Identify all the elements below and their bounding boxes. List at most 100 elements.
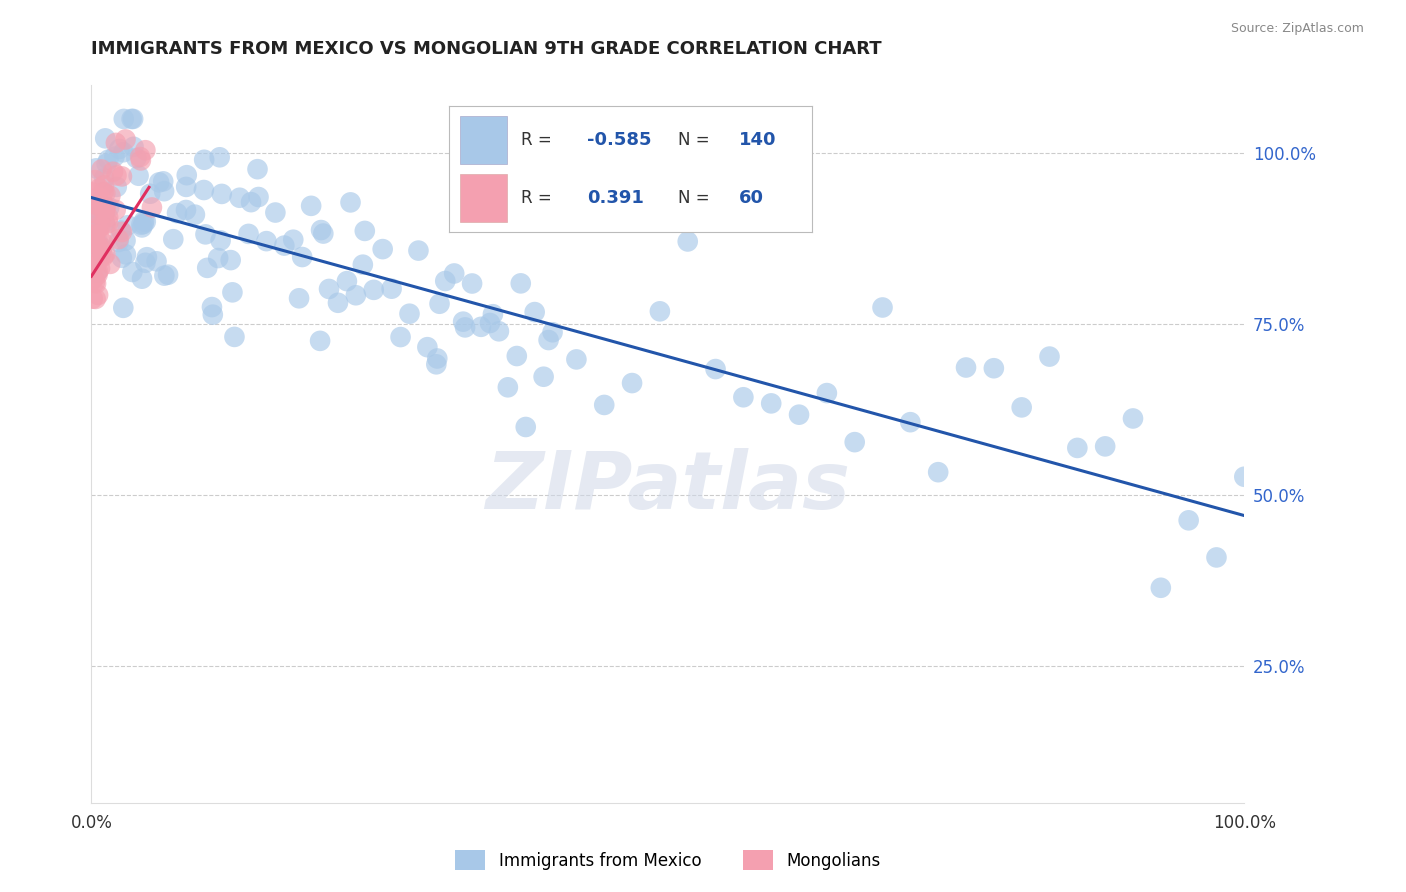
- Point: [82, 235, 104, 249]
- Point: [89, 261, 111, 276]
- Point: [86, 266, 108, 280]
- Point: [496, 380, 519, 394]
- Point: [240, 195, 263, 210]
- Point: [111, 225, 134, 239]
- Point: [451, 315, 474, 329]
- Point: [87, 223, 110, 237]
- Point: [104, 136, 127, 150]
- Point: [761, 396, 783, 410]
- Point: [1066, 441, 1088, 455]
- Point: [94, 247, 117, 261]
- Point: [488, 324, 510, 338]
- Point: [291, 250, 314, 264]
- Point: [98, 201, 121, 215]
- Point: [157, 268, 180, 282]
- Point: [134, 143, 156, 157]
- Point: [87, 200, 110, 214]
- Point: [135, 214, 157, 228]
- Point: [125, 151, 148, 165]
- Point: [97, 211, 120, 225]
- Point: [174, 202, 197, 217]
- Point: [87, 227, 110, 242]
- Point: [523, 305, 546, 319]
- Point: [84, 161, 107, 176]
- Point: [83, 271, 105, 285]
- Point: [131, 220, 153, 235]
- Point: [129, 153, 152, 168]
- Point: [112, 145, 135, 160]
- Point: [648, 304, 671, 318]
- Point: [336, 274, 359, 288]
- Point: [482, 307, 505, 321]
- Point: [93, 171, 115, 186]
- Point: [184, 208, 207, 222]
- Point: [145, 254, 167, 268]
- Point: [506, 349, 529, 363]
- Point: [429, 297, 451, 311]
- Point: [381, 282, 404, 296]
- Point: [97, 216, 120, 230]
- Point: [353, 224, 375, 238]
- Point: [87, 288, 110, 302]
- Point: [371, 242, 394, 256]
- Point: [166, 206, 188, 220]
- Point: [209, 234, 232, 248]
- Point: [90, 162, 112, 177]
- Point: [103, 150, 125, 164]
- Point: [97, 153, 120, 167]
- Point: [86, 268, 108, 282]
- Point: [1122, 411, 1144, 425]
- Point: [89, 239, 111, 253]
- Point: [135, 250, 157, 264]
- Point: [84, 203, 107, 218]
- Point: [224, 330, 246, 344]
- Point: [425, 357, 447, 371]
- Point: [1094, 439, 1116, 453]
- Point: [676, 235, 699, 249]
- Point: [352, 258, 374, 272]
- Point: [89, 181, 111, 195]
- Point: [1233, 469, 1256, 483]
- Point: [153, 184, 176, 198]
- Point: [194, 227, 217, 242]
- Point: [110, 223, 132, 237]
- Point: [115, 247, 138, 261]
- Point: [82, 292, 104, 306]
- Point: [704, 362, 727, 376]
- Point: [93, 185, 115, 199]
- Point: [221, 285, 243, 300]
- Point: [443, 267, 465, 281]
- Point: [256, 234, 278, 248]
- Point: [288, 291, 311, 305]
- Point: [80, 274, 103, 288]
- Point: [815, 386, 838, 401]
- Point: [128, 169, 150, 183]
- Point: [122, 140, 145, 154]
- Point: [87, 240, 110, 254]
- Point: [927, 465, 949, 479]
- Point: [84, 277, 107, 291]
- Point: [416, 340, 439, 354]
- Text: IMMIGRANTS FROM MEXICO VS MONGOLIAN 9TH GRADE CORRELATION CHART: IMMIGRANTS FROM MEXICO VS MONGOLIAN 9TH …: [91, 40, 882, 58]
- Point: [309, 223, 332, 237]
- Point: [733, 390, 755, 404]
- Point: [312, 227, 335, 241]
- Point: [129, 218, 152, 232]
- Point: [955, 360, 977, 375]
- Point: [389, 330, 412, 344]
- Point: [93, 216, 115, 230]
- Point: [195, 260, 218, 275]
- Point: [105, 180, 128, 194]
- Point: [193, 183, 215, 197]
- Point: [105, 169, 128, 183]
- Point: [117, 219, 139, 233]
- Point: [121, 265, 143, 279]
- Point: [426, 351, 449, 366]
- Point: [1205, 550, 1227, 565]
- Point: [87, 264, 110, 278]
- Point: [83, 248, 105, 262]
- Point: [299, 199, 322, 213]
- Point: [86, 234, 108, 248]
- Point: [94, 186, 117, 201]
- Point: [515, 420, 537, 434]
